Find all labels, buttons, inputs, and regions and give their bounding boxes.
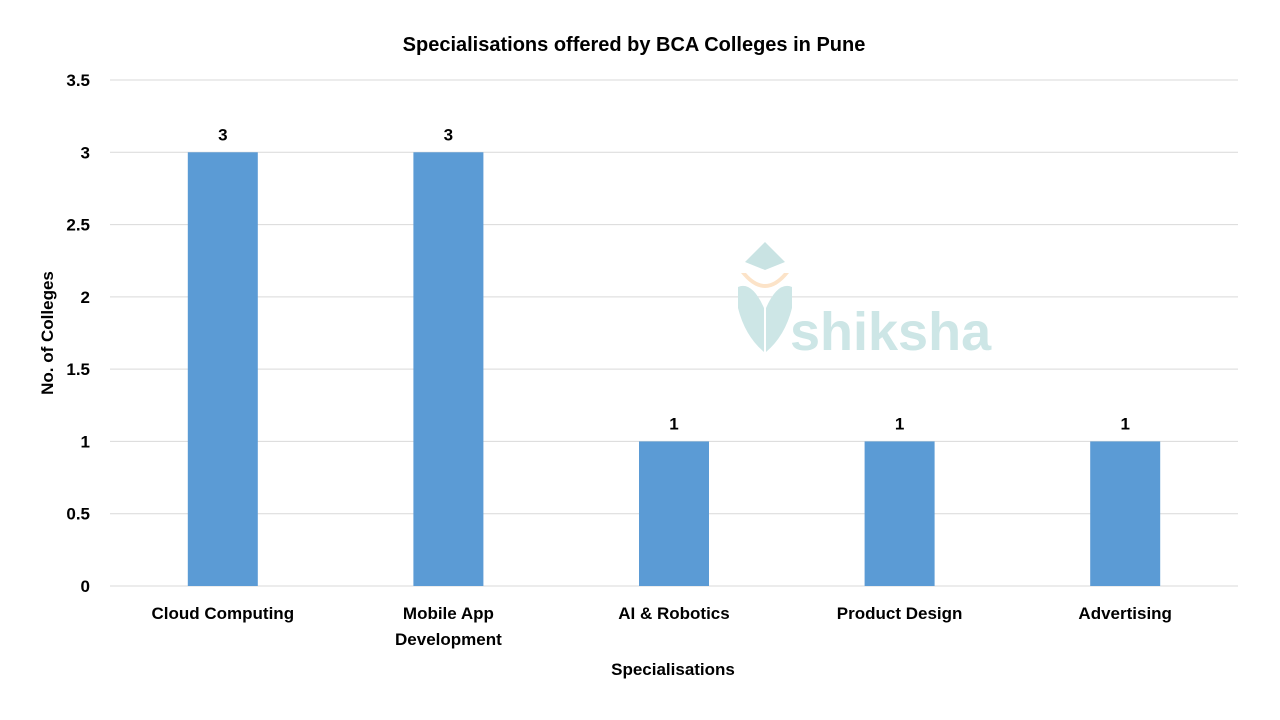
x-category-label-line: Mobile App (403, 604, 494, 623)
x-category-label-line: Advertising (1078, 604, 1172, 623)
bar (1090, 441, 1161, 586)
data-label: 1 (1120, 414, 1129, 433)
data-labels: 3 3 1 1 1 (218, 125, 1130, 433)
x-category-label-line: Product Design (837, 604, 963, 623)
y-tick-label: 1 (81, 432, 90, 451)
x-category-label: AI & Robotics (618, 604, 729, 623)
x-category-label: Product Design (837, 604, 963, 623)
x-category-label-line: Development (395, 630, 502, 649)
shiksha-watermark: shiksha (738, 242, 992, 362)
y-tick-label: 0.5 (66, 505, 90, 524)
chart-title: Specialisations offered by BCA Colleges … (403, 34, 866, 56)
x-axis-categories: Cloud Computing Mobile App Development AI &… (152, 604, 1172, 649)
x-category-label-line: AI & Robotics (618, 604, 729, 623)
y-tick-label: 3 (81, 143, 90, 162)
graduation-cap-logo-icon (738, 242, 792, 352)
x-category-label: Cloud Computing (152, 604, 295, 623)
bar (864, 441, 935, 586)
y-tick-label: 2.5 (66, 216, 90, 235)
data-label: 3 (444, 125, 453, 144)
y-tick-label: 1.5 (66, 360, 90, 379)
data-label: 3 (218, 125, 227, 144)
x-category-label-line: Cloud Computing (152, 604, 295, 623)
bar (187, 152, 258, 587)
y-tick-label: 0 (81, 577, 90, 596)
y-tick-label: 3.5 (66, 71, 90, 90)
watermark-text: shiksha (790, 302, 992, 362)
data-label: 1 (895, 414, 904, 433)
data-label: 1 (669, 414, 678, 433)
bar (639, 441, 709, 586)
x-category-label: Advertising (1078, 604, 1172, 623)
x-axis-title: Specialisations (611, 660, 735, 679)
y-tick-label: 2 (81, 288, 90, 307)
bar (413, 152, 484, 587)
bars (187, 152, 1161, 587)
x-category-label: Mobile App Development (395, 604, 502, 649)
y-axis-title: No. of Colleges (38, 271, 57, 395)
y-axis-ticks: 0 0.5 1 1.5 2 2.5 3 3.5 (66, 71, 90, 596)
